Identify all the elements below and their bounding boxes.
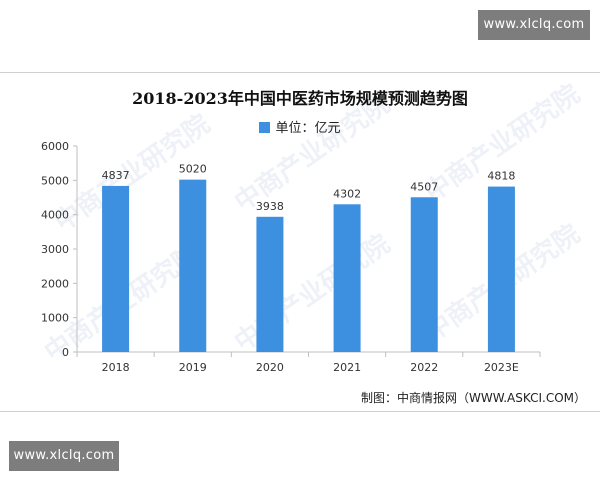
x-tick-label: 2020 (256, 361, 284, 374)
data-label: 5020 (179, 163, 207, 176)
source-note: 制图：中商情报网（WWW.ASKCI.COM） (361, 391, 586, 405)
x-tick-label: 2019 (179, 361, 207, 374)
y-tick-label: 4000 (41, 209, 69, 222)
chart-title: 2018-2023年中国中医药市场规模预测趋势图 (132, 89, 468, 108)
data-label: 4507 (410, 180, 438, 193)
data-label: 4302 (333, 187, 361, 200)
bar (179, 179, 207, 352)
y-tick-label: 2000 (41, 277, 69, 290)
x-tick-label: 2023E (484, 361, 519, 374)
y-tick-label: 5000 (41, 174, 69, 187)
y-tick-label: 3000 (41, 243, 69, 256)
bar (410, 197, 438, 352)
bar-chart: 0 1000 2000 3000 4000 5000 6000 4837 2018 5020 201… (41, 140, 541, 374)
bar (256, 216, 284, 352)
bar (102, 185, 130, 352)
legend-swatch (259, 122, 271, 133)
chart-panel: 中商产业研究院 中商产业研究院 中商产业研究院 中商产业研究院 中商产业研究院 … (0, 72, 600, 412)
site-badge-bottom[interactable]: www.xlclq.com (9, 441, 119, 471)
y-tick-label: 1000 (41, 312, 69, 325)
data-label: 4837 (102, 169, 130, 182)
bar (333, 204, 361, 352)
legend-label: 单位：亿元 (275, 121, 341, 136)
site-badge-top[interactable]: www.xlclq.com (478, 10, 590, 40)
x-tick-label: 2022 (410, 361, 438, 374)
data-label: 4818 (487, 170, 515, 183)
data-label: 3938 (256, 200, 284, 213)
y-tick-label: 6000 (41, 140, 69, 153)
x-tick-label: 2018 (102, 361, 130, 374)
bar (487, 186, 515, 352)
x-tick-label: 2021 (333, 361, 361, 374)
legend: 单位：亿元 (0, 117, 600, 136)
y-tick-label: 0 (62, 346, 69, 359)
